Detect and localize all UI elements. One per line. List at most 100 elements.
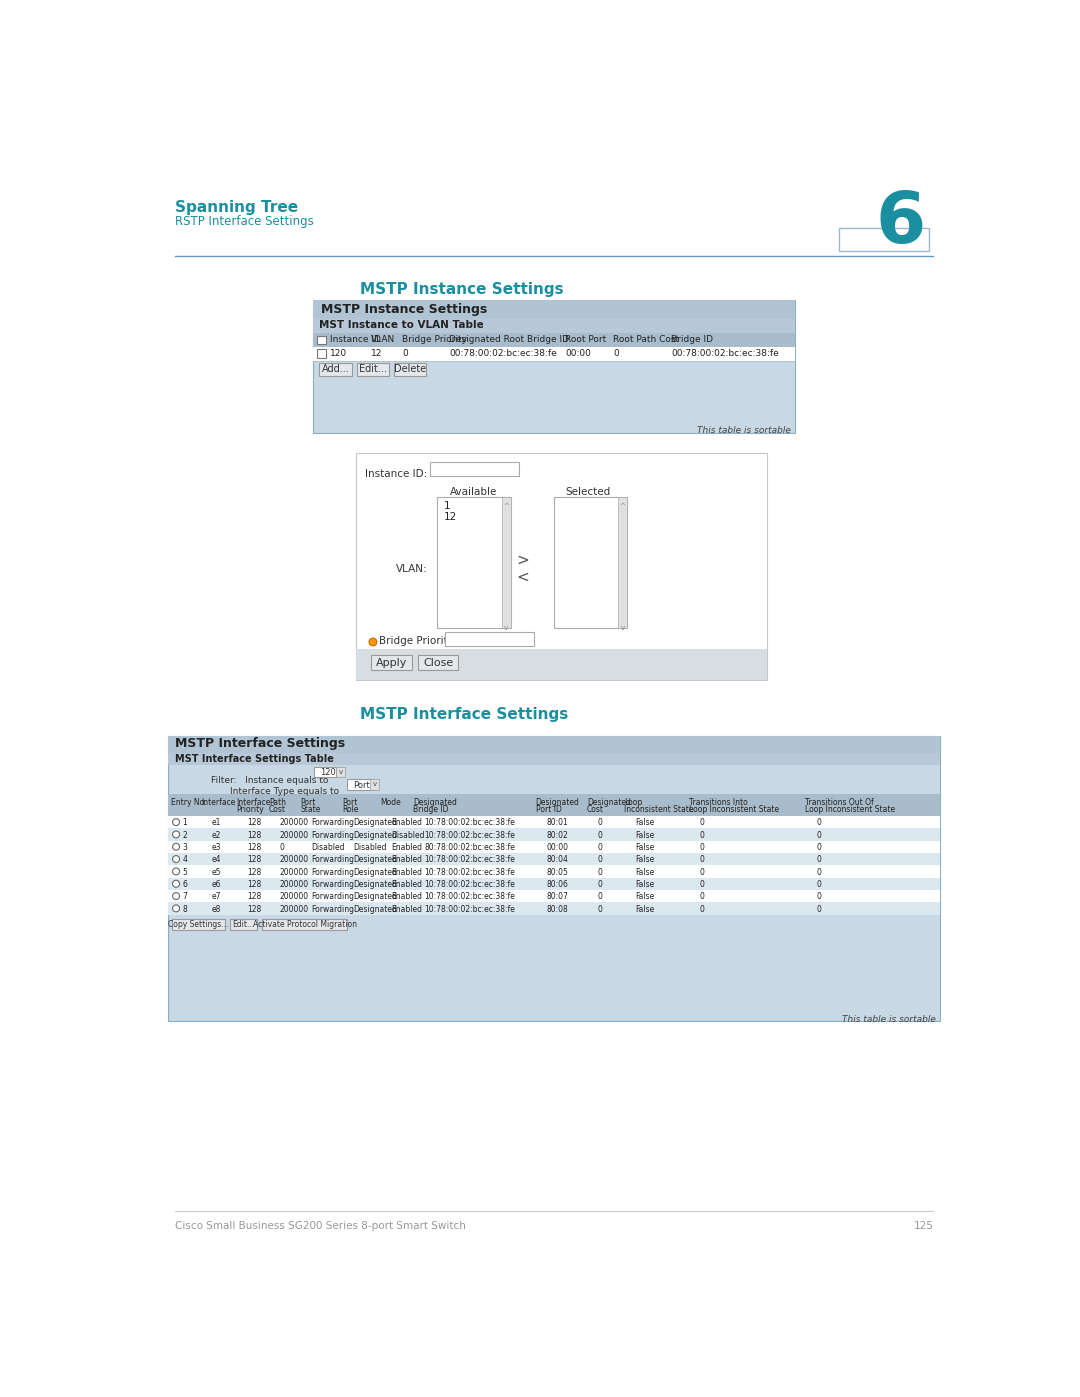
Text: <: < (516, 570, 529, 584)
Text: 120: 120 (330, 349, 348, 358)
Text: This table is sortable: This table is sortable (842, 1014, 936, 1024)
Text: e1: e1 (212, 819, 221, 827)
Bar (418, 655, 458, 671)
Text: False: False (635, 855, 654, 865)
Text: 8: 8 (183, 904, 187, 914)
Text: 0: 0 (700, 904, 705, 914)
Text: 128: 128 (247, 855, 261, 865)
Text: Forwarding: Forwarding (311, 831, 354, 840)
Bar (430, 462, 519, 475)
Text: Designated: Designated (353, 855, 396, 865)
Text: 200000: 200000 (280, 868, 309, 876)
Text: v: v (338, 770, 342, 775)
Bar (172, 919, 225, 930)
Text: 0: 0 (597, 855, 603, 865)
Circle shape (173, 905, 179, 912)
Bar (347, 780, 375, 789)
Text: 125: 125 (914, 1221, 933, 1231)
Circle shape (369, 638, 377, 645)
Bar (168, 865, 941, 877)
Text: MSTP Interface Settings: MSTP Interface Settings (360, 707, 568, 722)
Text: Inconsistent State: Inconsistent State (624, 805, 693, 814)
Text: Forwarding: Forwarding (311, 868, 354, 876)
Text: Edit...: Edit... (359, 365, 387, 374)
Text: e5: e5 (212, 868, 221, 876)
Text: Forwarding: Forwarding (311, 880, 354, 888)
Text: e8: e8 (212, 904, 221, 914)
Text: Interface Type equals to: Interface Type equals to (230, 788, 339, 796)
Text: Designated: Designated (353, 868, 396, 876)
Text: 80:01: 80:01 (546, 819, 568, 827)
Text: Interface: Interface (237, 798, 271, 806)
Text: 200000: 200000 (280, 855, 309, 865)
Text: Delete: Delete (394, 365, 427, 374)
Text: Cisco Small Business SG200 Series 8-port Smart Switch: Cisco Small Business SG200 Series 8-port… (175, 1221, 467, 1231)
Text: 128: 128 (247, 842, 261, 852)
Bar (356, 363, 389, 376)
Text: 10:78:00:02:bc:ec:38:fe: 10:78:00:02:bc:ec:38:fe (424, 868, 515, 876)
Bar (168, 841, 941, 854)
Text: Bridge Priority:: Bridge Priority: (379, 636, 457, 645)
Text: 7: 7 (183, 893, 187, 901)
Text: 0: 0 (816, 880, 821, 888)
Text: Enabled: Enabled (392, 893, 422, 901)
Text: 0: 0 (700, 880, 705, 888)
Circle shape (173, 868, 179, 875)
Bar (168, 736, 941, 753)
Text: Loop: Loop (624, 798, 643, 806)
Text: Role: Role (342, 805, 359, 814)
Text: Enabled: Enabled (392, 868, 422, 876)
Bar (445, 631, 535, 645)
Text: 00:78:00:02:bc:ec:38:fe: 00:78:00:02:bc:ec:38:fe (449, 349, 556, 358)
Text: Designated: Designated (353, 893, 396, 901)
Text: False: False (635, 868, 654, 876)
Text: e2: e2 (212, 831, 221, 840)
Bar (839, 228, 929, 251)
Text: 12: 12 (372, 349, 382, 358)
Text: MSTP Instance Settings: MSTP Instance Settings (360, 282, 564, 296)
Bar (262, 919, 348, 930)
Text: Transitions Into: Transitions Into (689, 798, 747, 806)
Text: VLAN: VLAN (372, 335, 395, 344)
Text: False: False (635, 819, 654, 827)
Bar (501, 497, 511, 629)
Text: Designated: Designated (586, 798, 631, 806)
Text: 5: 5 (183, 868, 187, 876)
Text: 10:78:00:02:bc:ec:38:fe: 10:78:00:02:bc:ec:38:fe (424, 904, 515, 914)
Text: Spanning Tree: Spanning Tree (175, 200, 298, 215)
Text: Edit...: Edit... (232, 921, 255, 929)
Text: Enabled: Enabled (392, 904, 422, 914)
Bar (356, 453, 767, 680)
Text: Disabled: Disabled (353, 842, 387, 852)
Text: RSTP Interface Settings: RSTP Interface Settings (175, 215, 314, 228)
Text: Bridge ID: Bridge ID (672, 335, 713, 344)
Text: Bridge ID: Bridge ID (414, 805, 448, 814)
Text: 128: 128 (247, 868, 261, 876)
Text: Forwarding: Forwarding (311, 893, 354, 901)
Bar (168, 890, 941, 902)
Text: 10:78:00:02:bc:ec:38:fe: 10:78:00:02:bc:ec:38:fe (424, 819, 515, 827)
Text: 0: 0 (613, 349, 619, 358)
Text: Forwarding: Forwarding (311, 855, 354, 865)
Text: Interface: Interface (201, 798, 235, 806)
Text: 0: 0 (816, 819, 821, 827)
Text: This table is sortable: This table is sortable (697, 426, 791, 436)
Bar (168, 736, 941, 1021)
Text: MST Instance to VLAN Table: MST Instance to VLAN Table (320, 320, 484, 330)
Text: 128: 128 (247, 831, 261, 840)
Bar (168, 795, 941, 816)
Text: Filter:   Instance equals to: Filter: Instance equals to (211, 775, 328, 785)
Text: Loop Inconsistent State: Loop Inconsistent State (806, 805, 895, 814)
Text: Disabled: Disabled (392, 831, 426, 840)
Text: Designated: Designated (353, 880, 396, 888)
Bar (313, 320, 795, 334)
Text: Cost: Cost (269, 805, 286, 814)
Circle shape (173, 855, 179, 862)
Text: Enabled: Enabled (392, 855, 422, 865)
Text: 200000: 200000 (280, 831, 309, 840)
Text: 2: 2 (183, 831, 187, 840)
Bar (320, 363, 352, 376)
Bar (356, 648, 767, 680)
Text: False: False (635, 831, 654, 840)
Text: State: State (300, 805, 321, 814)
